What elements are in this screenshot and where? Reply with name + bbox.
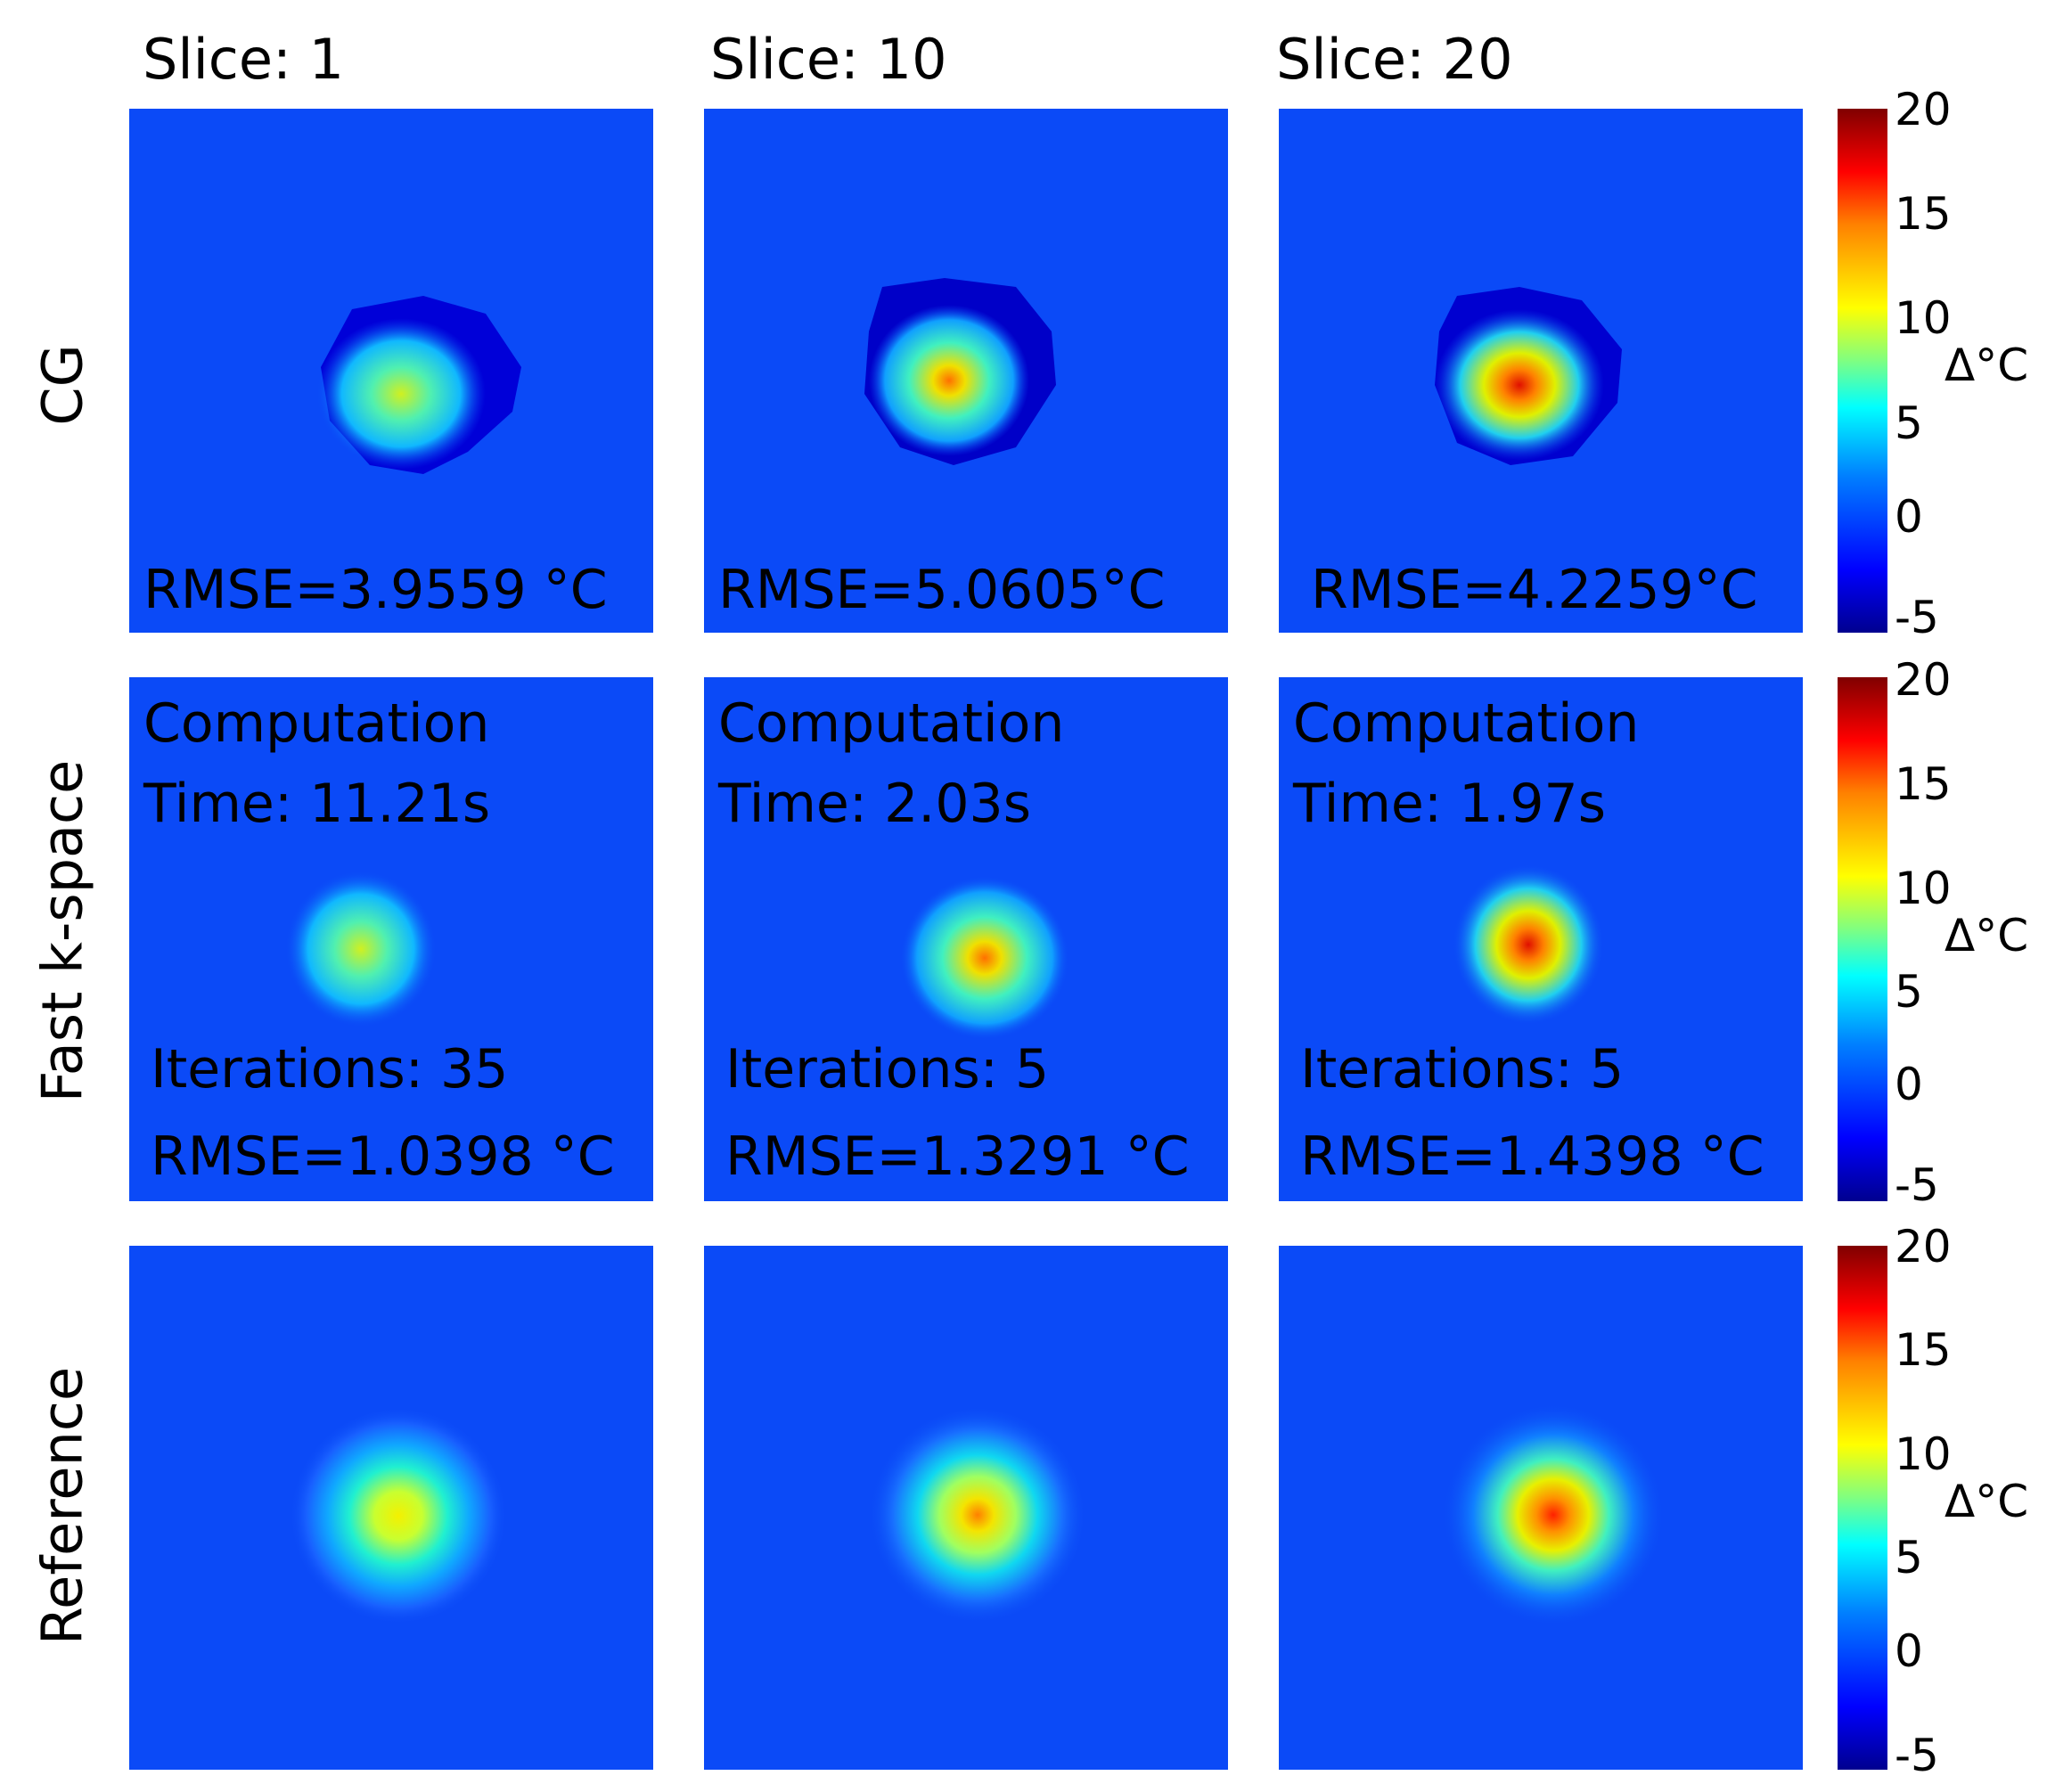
colorbar-1-tick-20: 20 — [1895, 84, 1952, 135]
fast-iterations-1: Iterations: 35 — [151, 1038, 509, 1101]
fast-hotspot-20 — [1453, 864, 1604, 1025]
column-title-slice-20: Slice: 20 — [1276, 27, 1513, 92]
fast-panel-slice-1: Computation Time: 11.21s Iterations: 35 … — [129, 677, 653, 1201]
reference-panel-slice-20 — [1279, 1246, 1803, 1770]
cg-panel-slice-1: RMSE=3.9559 °C — [129, 109, 653, 633]
row-label-reference: Reference — [29, 1366, 95, 1646]
colorbar-row-2 — [1838, 677, 1887, 1201]
colorbar-1-unit: Δ°C — [1944, 340, 2029, 391]
fast-computation-label-10: Computation — [718, 692, 1065, 755]
reference-hotspot-1 — [290, 1407, 507, 1624]
cg-hotspot-10 — [869, 305, 1029, 456]
fast-heatmap-slice-1 — [285, 871, 437, 1027]
fast-iterations-20: Iterations: 5 — [1300, 1038, 1625, 1101]
fast-hotspot-10 — [900, 876, 1069, 1040]
colorbar-1-tick-0: 0 — [1895, 491, 1923, 543]
reference-hotspot-20 — [1442, 1403, 1665, 1626]
fast-computation-label-1: Computation — [143, 692, 490, 755]
colorbar-2-unit: Δ°C — [1944, 910, 2029, 961]
colorbar-2-tick-minus-5: -5 — [1895, 1159, 1939, 1211]
cg-rmse-slice-1: RMSE=3.9559 °C — [143, 559, 608, 621]
colorbar-row-3 — [1838, 1246, 1887, 1770]
colorbar-1-tick-minus-5: -5 — [1895, 592, 1939, 643]
colorbar-3-tick-0: 0 — [1895, 1625, 1923, 1677]
fast-iterations-10: Iterations: 5 — [725, 1038, 1050, 1101]
column-title-slice-10: Slice: 10 — [710, 27, 947, 92]
fast-time-20: Time: 1.97s — [1293, 773, 1606, 835]
fast-heatmap-slice-20 — [1453, 864, 1604, 1025]
colorbar-2-tick-5: 5 — [1895, 966, 1923, 1018]
cg-hotspot-20 — [1435, 309, 1604, 461]
reference-hotspot-10 — [869, 1406, 1086, 1624]
fast-panel-slice-10: Computation Time: 2.03s Iterations: 5 RM… — [704, 677, 1228, 1201]
fast-rmse-10: RMSE=1.3291 °C — [725, 1125, 1190, 1188]
reference-heatmap-slice-20 — [1442, 1403, 1665, 1626]
fast-rmse-1: RMSE=1.0398 °C — [151, 1125, 615, 1188]
fast-heatmap-slice-10 — [900, 876, 1069, 1040]
colorbar-3-tick-20: 20 — [1895, 1221, 1952, 1272]
reference-panel-slice-1 — [129, 1246, 653, 1770]
cg-panel-slice-10: RMSE=5.0605°C — [704, 109, 1228, 633]
colorbar-2-tick-10: 10 — [1895, 863, 1952, 914]
cg-rmse-slice-20: RMSE=4.2259°C — [1311, 559, 1758, 621]
fast-hotspot-1 — [285, 871, 437, 1027]
colorbar-3-tick-5: 5 — [1895, 1532, 1923, 1583]
row-label-cg: CG — [29, 344, 95, 426]
reference-panel-slice-10 — [704, 1246, 1228, 1770]
row-label-fast-k-space: Fast k-space — [29, 759, 95, 1103]
reference-heatmap-slice-10 — [869, 1406, 1086, 1624]
colorbar-3-tick-15: 15 — [1895, 1324, 1952, 1376]
colorbar-row-1 — [1838, 109, 1887, 633]
colorbar-1-tick-15: 15 — [1895, 188, 1952, 240]
fast-rmse-20: RMSE=1.4398 °C — [1300, 1125, 1764, 1188]
column-title-slice-1: Slice: 1 — [143, 27, 345, 92]
colorbar-3-tick-10: 10 — [1895, 1428, 1952, 1480]
fast-computation-label-20: Computation — [1293, 692, 1640, 755]
cg-hotspot-1 — [316, 318, 486, 470]
fast-time-1: Time: 11.21s — [143, 773, 491, 835]
colorbar-1-tick-5: 5 — [1895, 397, 1923, 449]
colorbar-3-unit: Δ°C — [1944, 1476, 2029, 1527]
reference-heatmap-slice-1 — [290, 1407, 507, 1624]
colorbar-2-tick-15: 15 — [1895, 758, 1952, 810]
colorbar-2-tick-0: 0 — [1895, 1059, 1923, 1110]
cg-heatmap-slice-20 — [1435, 287, 1622, 465]
cg-heatmap-slice-1 — [316, 296, 521, 474]
cg-heatmap-slice-10 — [864, 278, 1056, 465]
fast-panel-slice-20: Computation Time: 1.97s Iterations: 5 RM… — [1279, 677, 1803, 1201]
colorbar-3-tick-minus-5: -5 — [1895, 1730, 1939, 1781]
colorbar-1-tick-10: 10 — [1895, 292, 1952, 344]
cg-panel-slice-20: RMSE=4.2259°C — [1279, 109, 1803, 633]
cg-rmse-slice-10: RMSE=5.0605°C — [718, 559, 1166, 621]
colorbar-2-tick-20: 20 — [1895, 654, 1952, 706]
fast-time-10: Time: 2.03s — [718, 773, 1031, 835]
